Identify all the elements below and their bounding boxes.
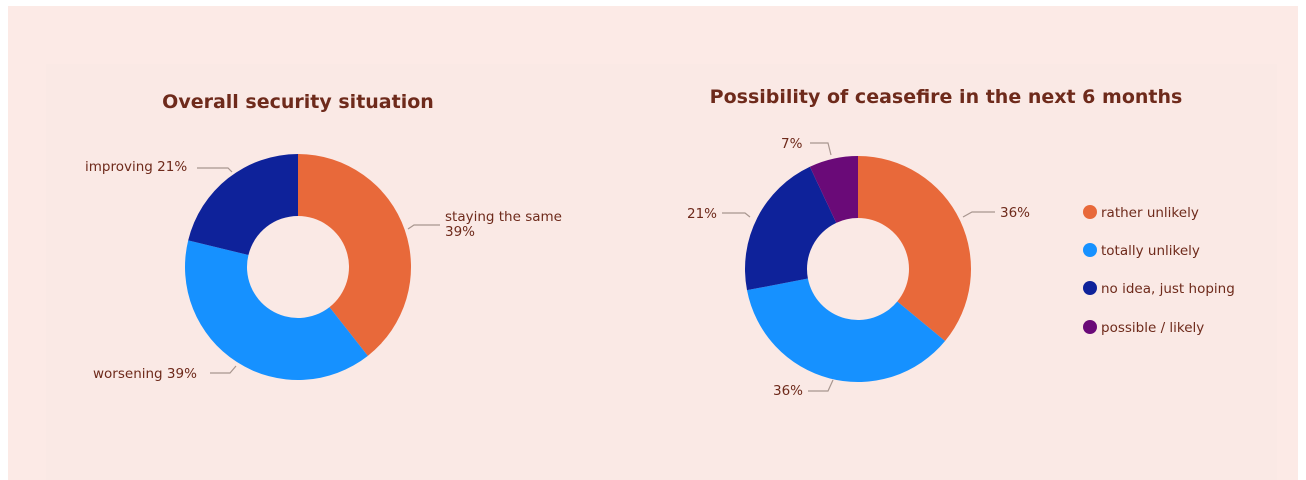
security-slice-staying-the-same [298,154,411,356]
label-no-idea: 21% [687,206,717,222]
label-staying-line1: staying the same [445,209,562,225]
ceasefire-slice-totally-unlikely [747,278,946,383]
ceasefire-slice-rather-unlikely [858,156,972,342]
chart-ceasefire-title: Possibility of ceasefire in the next 6 m… [710,86,1183,108]
leader-no-idea [722,212,751,218]
leader-possible [810,142,832,156]
leader-staying [407,224,440,230]
legend-item-totally-unlikely: totally unlikely [1083,243,1200,259]
leader-totally-unlikely [808,379,834,392]
legend-label: possible / likely [1101,320,1204,336]
legend-label: totally unlikely [1101,243,1200,259]
legend-item-rather-unlikely: rather unlikely [1083,205,1199,221]
legend-label: no idea, just hoping [1101,281,1235,297]
ceasefire-slice-no-idea-just-hoping [744,166,837,291]
charts-panel [46,64,1277,480]
legend: rather unlikely totally unlikely no idea… [1083,205,1235,336]
leader-worsening [210,365,237,374]
chart-security-title: Overall security situation [162,91,434,113]
label-totally-unlikely: 36% [773,383,803,399]
label-improving: improving 21% [85,159,187,175]
ceasefire-slice-possible-likely [809,156,858,223]
legend-item-no-idea: no idea, just hoping [1083,281,1235,297]
legend-swatch [1083,205,1097,219]
legend-swatch [1083,281,1097,295]
label-staying-line2: 39% [445,224,475,240]
label-worsening: worsening 39% [93,366,197,382]
leader-improving [197,167,233,173]
leader-rather-unlikely [962,211,995,218]
legend-item-possible-likely: possible / likely [1083,320,1204,336]
legend-swatch [1083,243,1097,257]
security-slice-worsening [184,240,368,380]
security-slice-improving [188,154,298,255]
legend-label: rather unlikely [1101,205,1199,221]
legend-swatch [1083,320,1097,334]
label-rather-unlikely: 36% [1000,205,1030,221]
donut-ceasefire [744,156,972,383]
chart-security: Overall security situation improving 21%… [85,91,562,382]
donut-security [184,154,411,380]
label-possible: 7% [781,136,803,152]
chart-ceasefire: Possibility of ceasefire in the next 6 m… [687,86,1235,399]
